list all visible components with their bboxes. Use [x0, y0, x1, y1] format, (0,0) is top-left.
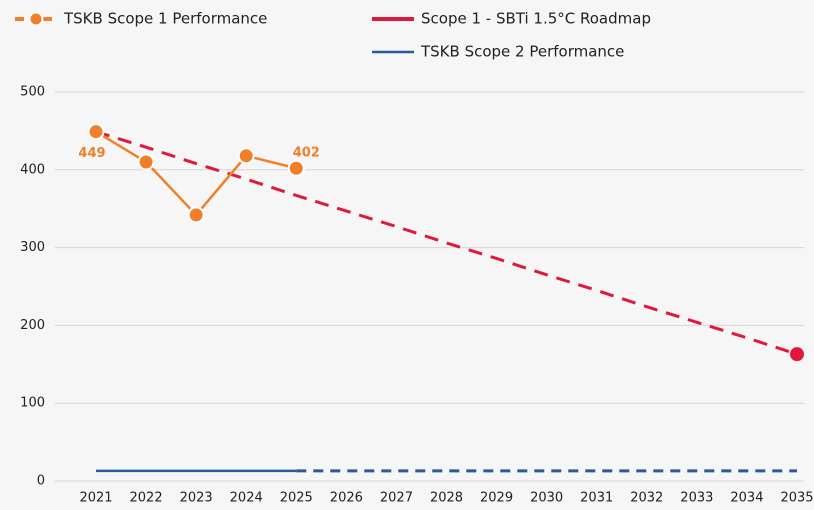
y-tick-label: 100 [20, 396, 45, 411]
y-tick-label: 300 [20, 240, 45, 255]
x-tick-label: 2030 [530, 491, 563, 506]
x-tick-label: 2029 [480, 491, 513, 506]
x-tick-label: 2035 [780, 491, 813, 506]
legend-label: TSKB Scope 1 Performance [63, 10, 267, 28]
data-label: 402 [293, 146, 320, 161]
x-tick-label: 2028 [430, 491, 463, 506]
roadmap-line [95, 130, 798, 356]
x-tick-label: 2021 [79, 491, 112, 506]
x-tick-label: 2027 [380, 491, 413, 506]
y-tick-label: 500 [20, 85, 45, 100]
legend-swatch-dot [28, 11, 44, 27]
x-tick-label: 2024 [230, 491, 263, 506]
scope1-point [187, 206, 205, 224]
legend-label: TSKB Scope 2 Performance [420, 43, 624, 61]
y-tick-label: 0 [37, 474, 45, 489]
x-tick-label: 2033 [680, 491, 713, 506]
data-label: 449 [78, 146, 105, 161]
x-tick-label: 2026 [330, 491, 363, 506]
scope1-line [95, 130, 297, 217]
x-tick-label: 2025 [280, 491, 313, 506]
legend-label: Scope 1 - SBTi 1.5°C Roadmap [421, 10, 651, 28]
scope1-point [87, 123, 105, 141]
x-tick-label: 2031 [580, 491, 613, 506]
y-tick-label: 200 [20, 318, 45, 333]
x-tick-label: 2023 [180, 491, 213, 506]
scope1-point [137, 153, 155, 171]
x-tick-label: 2034 [730, 491, 763, 506]
y-tick-label: 400 [20, 162, 45, 177]
x-tick-label: 2022 [130, 491, 163, 506]
roadmap-end-point [790, 347, 804, 362]
x-tick-label: 2032 [630, 491, 663, 506]
scope1-point [237, 147, 255, 165]
scope1-point [287, 159, 305, 177]
